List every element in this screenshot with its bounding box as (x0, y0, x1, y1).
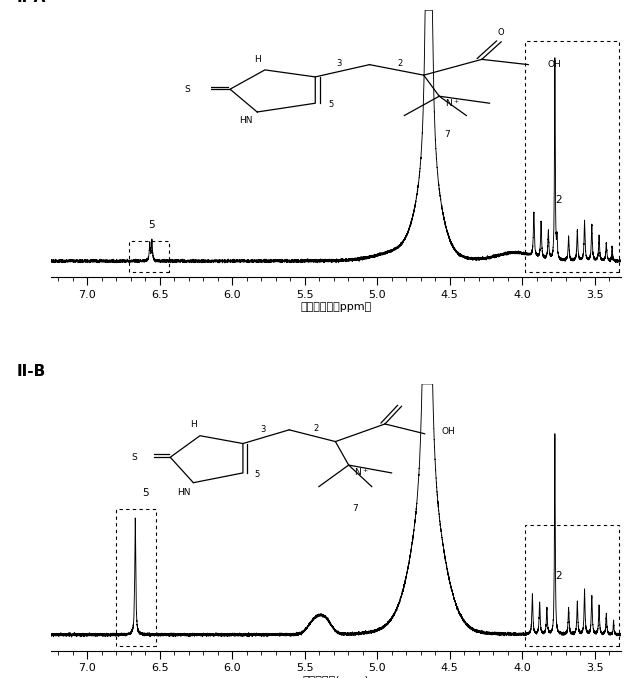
X-axis label: 化学シフト（ppm）: 化学シフト（ppm） (300, 302, 372, 313)
Bar (525, 41, 620, 272)
X-axis label: 化学シフト(ppm): 化学シフト(ppm) (303, 676, 369, 678)
Text: 5: 5 (142, 488, 148, 498)
Bar (129, 241, 170, 272)
Text: 5: 5 (148, 220, 154, 230)
Text: II-B: II-B (17, 363, 46, 378)
Bar (525, 525, 620, 646)
Text: 2: 2 (555, 195, 562, 205)
Text: II-A: II-A (17, 0, 46, 5)
Bar (116, 509, 156, 646)
Text: 2: 2 (555, 571, 562, 580)
